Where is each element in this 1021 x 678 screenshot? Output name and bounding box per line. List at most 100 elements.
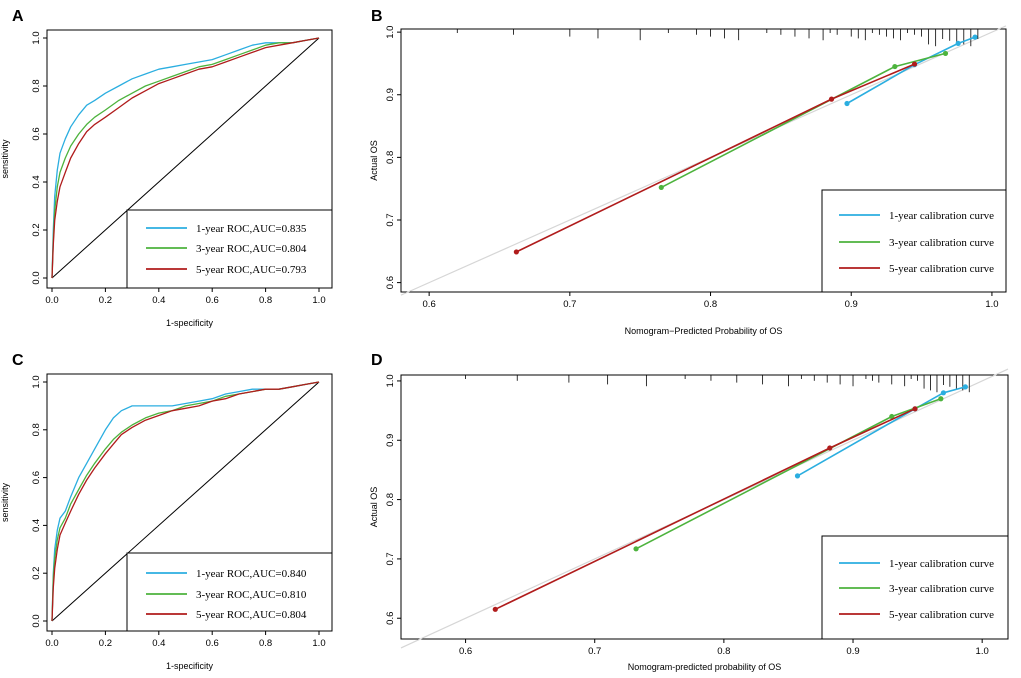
x-tick-label: 0.7 — [588, 646, 601, 657]
x-tick-label: 0.6 — [206, 295, 219, 306]
series-line-three-year — [660, 52, 946, 189]
legend-box — [126, 209, 333, 289]
y-tick-label: 0.9 — [385, 434, 396, 447]
x-tick-label: 1.0 — [312, 638, 325, 649]
y-tick-label: 1.0 — [385, 374, 396, 387]
data-point-five-year — [911, 61, 918, 67]
y-tick-label: 0.6 — [385, 276, 396, 289]
legend-label: 1-year calibration curve — [889, 558, 994, 570]
y-tick-label: 1.0 — [385, 26, 396, 39]
x-tick-label: 1.0 — [985, 299, 998, 310]
data-point-five-year — [828, 96, 835, 102]
legend-box — [821, 189, 1007, 293]
y-tick-label: 0.2 — [31, 567, 42, 580]
x-tick-label: 0.8 — [717, 646, 730, 657]
y-tick-label: 0.0 — [31, 271, 42, 284]
legend-label: 5-year calibration curve — [889, 263, 994, 275]
panel-c: C 0.0 0.2 0.4 0.6 0.8 1.0 0.0 0.2 0.4 0.6 0.8 1.0 1-s… — [0, 352, 333, 671]
x-tick-label: 0.7 — [563, 299, 576, 310]
series-line-one-year — [846, 36, 976, 105]
data-point-one-year — [972, 34, 978, 40]
panel-a: A 0.0 0.2 0.4 0.6 0.8 1.0 0.0 0.2 0.4 0.6 0.8 1.0 1-s… — [0, 8, 333, 328]
legend: 1-year ROC,AUC=0.840 3-year ROC,AUC=0.810… — [126, 552, 333, 632]
x-tick-label: 0.0 — [45, 295, 58, 306]
y-tick-label: 0.6 — [31, 127, 42, 140]
legend: 1-year calibration curve 3-year calibrati… — [821, 189, 1007, 293]
reference-diagonal — [51, 37, 320, 279]
x-tick-label: 0.4 — [152, 295, 165, 306]
x-tick-label: 1.0 — [312, 295, 325, 306]
y-axis-title: Actual OS — [369, 140, 379, 181]
x-tick-label: 0.8 — [704, 299, 717, 310]
x-tick-label: 0.8 — [259, 295, 272, 306]
series-line-one-year — [797, 386, 966, 477]
x-tick-label: 0.9 — [846, 646, 859, 657]
legend: 1-year ROC,AUC=0.835 3-year ROC,AUC=0.804… — [126, 209, 333, 289]
panel-b: B 0.6 0.7 0.8 0.9 1.0 0.6 0.7 0.8 0.9 1.0 Nomogram−… — [369, 8, 1007, 336]
y-axis-title: Actual OS — [369, 487, 379, 528]
y-tick-label: 0.6 — [31, 471, 42, 484]
data-point-three-year — [892, 63, 898, 70]
series-line-five-year — [51, 381, 320, 622]
y-tick-label: 0.4 — [31, 175, 42, 188]
x-tick-label: 0.0 — [45, 638, 58, 649]
data-point-five-year — [513, 249, 519, 255]
x-tick-label: 0.4 — [152, 638, 165, 649]
data-point-three-year — [889, 413, 895, 420]
plot-frame — [400, 374, 1009, 640]
y-axis-title: sensitivity — [0, 482, 10, 522]
y-tick-label: 0.7 — [385, 552, 396, 565]
legend-label: 3-year ROC,AUC=0.810 — [196, 589, 307, 601]
data-point-five-year — [827, 445, 833, 451]
panel-d: D 0.6 0.7 0.8 0.9 1.0 0.6 0.7 0.8 0.9 1.0 Nomogram-… — [369, 352, 1009, 672]
data-point-three-year — [938, 396, 944, 402]
x-axis-title: 1-specificity — [166, 661, 214, 671]
legend-label: 1-year ROC,AUC=0.835 — [196, 223, 307, 235]
plot-frame — [400, 28, 1007, 293]
y-tick-label: 1.0 — [31, 375, 42, 388]
y-tick-label: 0.2 — [31, 223, 42, 236]
x-tick-label: 0.2 — [99, 638, 112, 649]
legend-label: 1-year calibration curve — [889, 210, 994, 222]
data-point-one-year — [794, 473, 801, 479]
data-point-one-year — [962, 384, 968, 390]
data-point-three-year — [942, 50, 949, 57]
legend-label: 5-year calibration curve — [889, 609, 994, 621]
y-tick-label: 1.0 — [31, 31, 42, 44]
x-axis-title: Nomogram-predicted probability of OS — [628, 662, 782, 672]
y-tick-label: 0.8 — [31, 79, 42, 92]
data-point-three-year — [633, 546, 639, 552]
legend: 1-year calibration curve 3-year calibrati… — [821, 535, 1009, 640]
panel-label: A — [12, 8, 24, 25]
y-tick-label: 0.4 — [31, 519, 42, 532]
y-tick-label: 0.6 — [385, 612, 396, 625]
data-point-three-year — [658, 184, 664, 191]
series-line-five-year — [51, 37, 320, 279]
panel-label: D — [371, 352, 383, 369]
legend-label: 5-year ROC,AUC=0.804 — [196, 609, 307, 621]
y-tick-label: 0.7 — [385, 213, 396, 226]
y-tick-label: 0.9 — [385, 88, 396, 101]
x-tick-label: 0.2 — [99, 295, 112, 306]
series-line-one-year — [51, 37, 320, 279]
legend-label: 1-year ROC,AUC=0.840 — [196, 568, 307, 580]
x-tick-label: 0.9 — [845, 299, 858, 310]
data-point-one-year — [955, 40, 961, 47]
data-point-one-year — [844, 100, 850, 107]
series-line-three-year — [51, 37, 320, 279]
panel-label: B — [371, 8, 383, 25]
y-tick-label: 0.8 — [385, 151, 396, 164]
legend-label: 3-year calibration curve — [889, 583, 994, 595]
legend-label: 3-year ROC,AUC=0.804 — [196, 243, 307, 255]
x-tick-label: 1.0 — [976, 646, 989, 657]
reference-diagonal — [51, 381, 320, 622]
data-point-five-year — [912, 406, 918, 412]
x-tick-label: 0.6 — [459, 646, 472, 657]
x-tick-label: 0.6 — [206, 638, 219, 649]
y-tick-label: 0.8 — [31, 423, 42, 436]
legend-box — [126, 552, 333, 632]
data-point-five-year — [492, 606, 498, 612]
x-axis-title: Nomogram−Predicted Probability of OS — [625, 326, 783, 336]
series-line-one-year — [51, 381, 320, 622]
legend-label: 5-year ROC,AUC=0.793 — [196, 264, 307, 276]
